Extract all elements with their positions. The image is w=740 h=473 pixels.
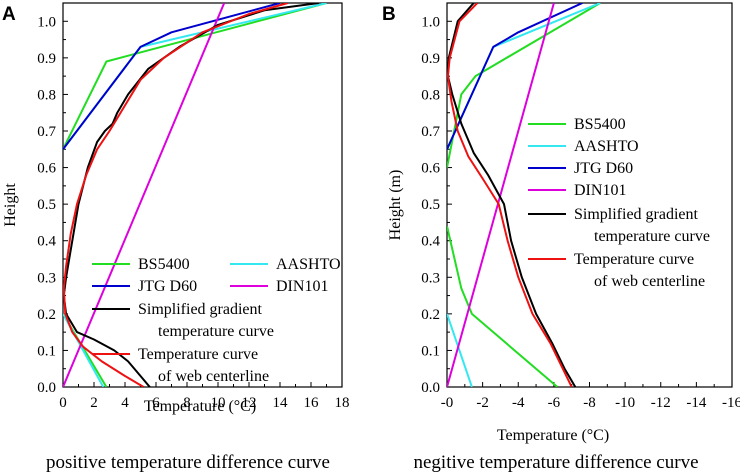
panel-b-xtick-label: -14 bbox=[686, 395, 706, 411]
panel-b-xtick-label: -4 bbox=[512, 395, 525, 411]
panel-b-xtick-label: -6 bbox=[548, 395, 561, 411]
panel-a-ytick-label: 0.2 bbox=[37, 307, 56, 323]
panel-a-xtick-label: 4 bbox=[121, 395, 129, 411]
panel-a-xtick-label: 0 bbox=[59, 395, 67, 411]
panel-b-legend-label: DIN101 bbox=[574, 182, 626, 199]
panel-a-xtick-label: 18 bbox=[335, 395, 350, 411]
panel-b-ytick-label: 0.0 bbox=[421, 380, 440, 396]
panel-b-legend-label: Simplified gradient temperature curve bbox=[574, 206, 710, 245]
panel-a-xtick-label: 8 bbox=[183, 395, 191, 411]
panel-a-caption: positive temperature difference curve bbox=[46, 452, 330, 473]
panel-b-ytick-label: 0.2 bbox=[421, 307, 440, 323]
panel-a-ytick-label: 1.0 bbox=[37, 14, 56, 30]
panel-b-legend-label: JTG D60 bbox=[574, 160, 633, 177]
panel-b-xtick-label: -10 bbox=[615, 395, 635, 411]
panel-b-legend-label: Temperature curve of web centerline bbox=[574, 251, 705, 290]
panel-b-ytick-label: 0.1 bbox=[421, 343, 440, 359]
panel-b-ytick-label: 0.7 bbox=[421, 124, 440, 140]
panel-b-xtick-label: -0 bbox=[441, 395, 454, 411]
panel-a-ytick-label: 0.5 bbox=[37, 197, 56, 213]
panel-a-legend-label: Simplified gradient temperature curve bbox=[138, 301, 274, 340]
panel-b-ytick-label: 0.5 bbox=[421, 197, 440, 213]
panel-b-ytick-label: 0.8 bbox=[421, 87, 440, 103]
panel-a-legend-label: DIN101 bbox=[276, 278, 328, 295]
panel-a-ytick-label: 0.1 bbox=[37, 343, 56, 359]
panel-a-plot: 0 2 4 6 8 10 12 14 16 18 0.0 0.1 0.2 0.3 0.4 0.5 0.6 0.7 0… bbox=[37, 2, 350, 411]
panel-a-series-temperature-curve-of-web-centerline bbox=[63, 3, 289, 387]
panel-a-legend-label: BS5400 bbox=[138, 256, 190, 273]
panel-b-caption: negitive temperature difference curve bbox=[413, 452, 698, 473]
panel-b-series-aashto bbox=[447, 313, 473, 387]
panel-a-xtick-label: 6 bbox=[152, 395, 160, 411]
panel-a-ytick-label: 0.3 bbox=[37, 270, 56, 286]
panel-a-ytick-label: 0.9 bbox=[37, 51, 56, 67]
panel-a-legend-label: JTG D60 bbox=[138, 278, 197, 295]
panel-b-legend-label: AASHTO bbox=[574, 138, 639, 155]
panel-b-series-din101 bbox=[447, 3, 555, 387]
panel-b-xtick-label: -2 bbox=[476, 395, 489, 411]
panel-a-legend-label: Temperature curve of web centerline bbox=[138, 346, 269, 385]
panel-b-ytick-label: 0.6 bbox=[421, 161, 440, 177]
panel-a-ytick-label: 0.8 bbox=[37, 87, 56, 103]
panel-b-series-bs5400 bbox=[447, 225, 559, 387]
panel-b-ytick-label: 0.9 bbox=[421, 51, 440, 67]
panel-b-xtick-label: -12 bbox=[651, 395, 671, 411]
panel-a-xtick-label: 12 bbox=[242, 395, 257, 411]
panel-a-xtick-label: 14 bbox=[273, 395, 289, 411]
panel-a-ylabel: Height bbox=[2, 183, 19, 227]
panel-b-ylabel: Height (m) bbox=[387, 170, 404, 241]
panel-b-xtick-label: -8 bbox=[583, 395, 596, 411]
panel-a-ytick-label: 0.7 bbox=[37, 124, 56, 140]
panel-b-ytick-label: 1.0 bbox=[421, 14, 440, 30]
panel-a-ytick-label: 0.6 bbox=[37, 161, 56, 177]
panel-b-series-temperature-curve-of-web-centerline bbox=[447, 3, 573, 387]
panel-a-series-bs5400 bbox=[63, 3, 327, 150]
panel-b-ytick-label: 0.4 bbox=[421, 234, 440, 250]
panel-a-label: A bbox=[2, 4, 16, 25]
panel-a-ytick-label: 0.4 bbox=[37, 234, 56, 250]
panel-b-series-bs5400 bbox=[447, 3, 601, 168]
panel-b-xlabel: Temperature (°C) bbox=[497, 427, 609, 444]
panel-b-ytick-label: 0.3 bbox=[421, 270, 440, 286]
panel-a-series-aashto bbox=[63, 3, 327, 150]
panel-b-plot: -0 -2 -4 -6 -8 -10 -12 -14 -16 0.0 0.1 0.2 0.3 0.4 0.5… bbox=[421, 2, 740, 411]
panel-a-xlabel: Temperature (°C) bbox=[144, 398, 256, 415]
panel-b-xtick-label: -16 bbox=[722, 395, 740, 411]
panel-a-xtick-label: 16 bbox=[304, 395, 320, 411]
panel-a-xtick-label: 10 bbox=[211, 395, 226, 411]
panel-a-legend-label: AASHTO bbox=[276, 256, 341, 273]
panel-a-series-din101 bbox=[63, 3, 226, 387]
panel-b-label: B bbox=[382, 4, 396, 25]
panel-a-ytick-label: 0.0 bbox=[37, 380, 56, 396]
panel-a-series-jtg-d60 bbox=[63, 3, 281, 150]
panel-a-xtick-label: 2 bbox=[90, 395, 98, 411]
panel-b-legend-label: BS5400 bbox=[574, 116, 626, 133]
panel-b-series-simplified-gradient-temperature-curve bbox=[447, 3, 577, 387]
